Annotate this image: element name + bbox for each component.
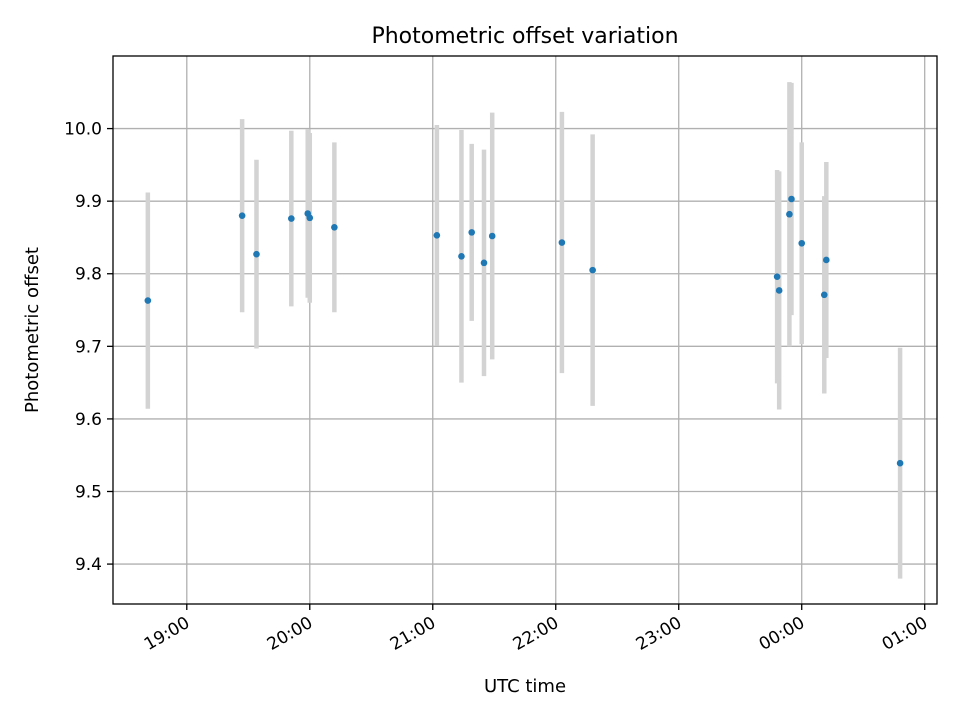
y-tick-label: 9.7 [75, 337, 102, 357]
data-point [288, 215, 295, 222]
plot-frame [112, 55, 938, 605]
data-point [433, 231, 441, 239]
data-point [488, 232, 496, 240]
data-point [798, 239, 806, 247]
y-tick-label: 10.0 [64, 120, 102, 140]
data-point [896, 459, 904, 467]
chart-title: Photometric offset variation [371, 24, 678, 49]
data-point [253, 250, 260, 258]
data-point [823, 256, 830, 264]
data-point [480, 259, 488, 267]
data-point [306, 214, 314, 222]
y-tick-label: 9.5 [75, 482, 102, 502]
y-tick-label: 9.4 [75, 555, 102, 575]
x-axis-label: UTC time [484, 676, 566, 697]
data-point [589, 266, 596, 274]
data-points [144, 195, 904, 467]
y-tick-label: 9.6 [75, 410, 102, 430]
data-point [788, 195, 795, 203]
y-axis-label: Photometric offset [22, 247, 43, 413]
data-point [820, 291, 828, 299]
data-point [775, 287, 783, 294]
y-tick-label: 9.8 [75, 265, 102, 285]
data-point [144, 297, 152, 304]
y-tick-label: 9.9 [75, 192, 102, 212]
data-point [786, 210, 793, 218]
data-point [773, 273, 781, 280]
data-point [238, 212, 246, 219]
data-point [558, 239, 566, 246]
data-point [458, 253, 465, 260]
data-point [331, 223, 338, 231]
data-point [468, 229, 476, 236]
